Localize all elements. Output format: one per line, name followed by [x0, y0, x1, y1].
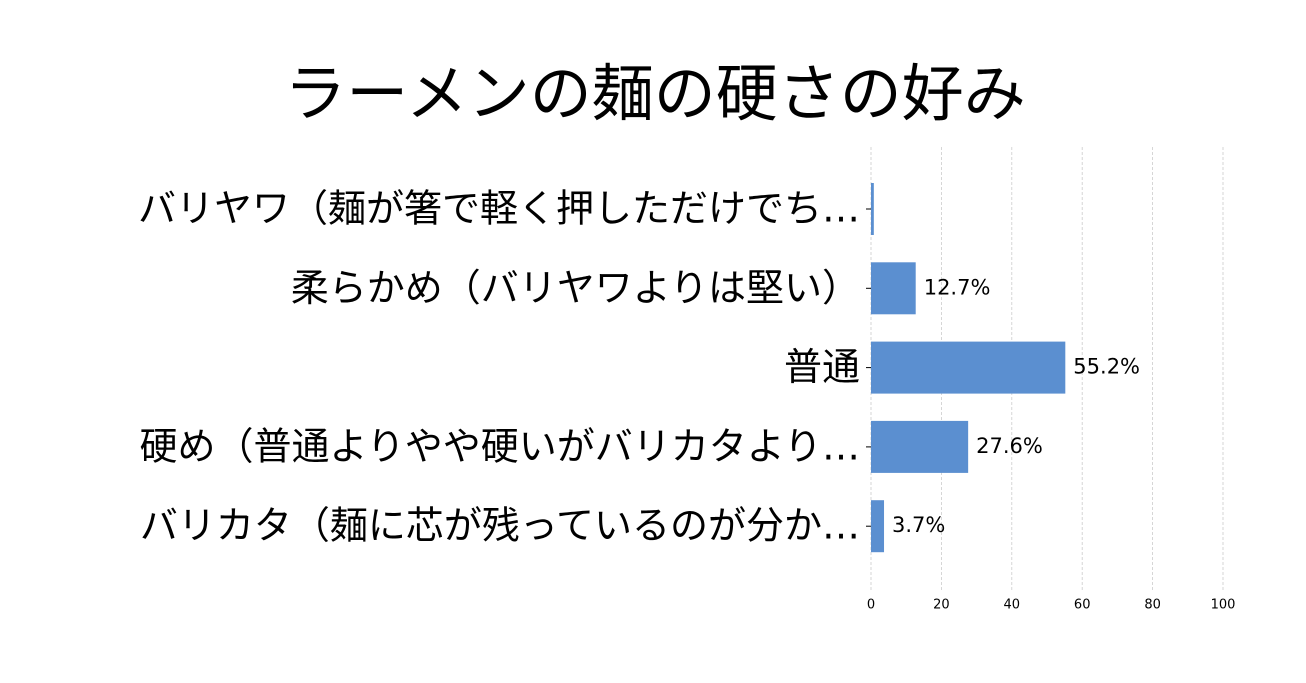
value-label: 3.7% — [892, 513, 945, 537]
x-tick-label: 80 — [1144, 598, 1161, 613]
value-label: 27.6% — [976, 434, 1043, 458]
x-tick-label: 100 — [1211, 598, 1236, 613]
bar — [871, 420, 969, 473]
value-label: 55.2% — [1073, 355, 1140, 379]
y-tick-label: 普通 — [784, 345, 860, 389]
bar — [871, 500, 885, 553]
x-tick-label: 20 — [933, 598, 950, 613]
chart-title: ラーメンの麺の硬さの好み — [284, 57, 1026, 130]
x-tick-label: 60 — [1074, 598, 1091, 613]
y-tick-label: バリカタ（麺に芯が残っているのが分か… — [140, 504, 860, 548]
x-tick-label: 40 — [1004, 598, 1021, 613]
bar — [871, 341, 1066, 394]
bar — [871, 183, 874, 235]
y-tick-label: バリヤワ（麺が箸で軽く押しただけでち… — [138, 187, 860, 231]
bar — [871, 262, 916, 315]
y-tick-label: 柔らかめ（バリヤワよりは堅い） — [291, 266, 860, 310]
x-tick-label: 0 — [867, 598, 875, 613]
value-label: 12.7% — [924, 275, 991, 299]
y-tick-label: 硬め（普通よりやや硬いがバリカタより… — [140, 424, 860, 468]
